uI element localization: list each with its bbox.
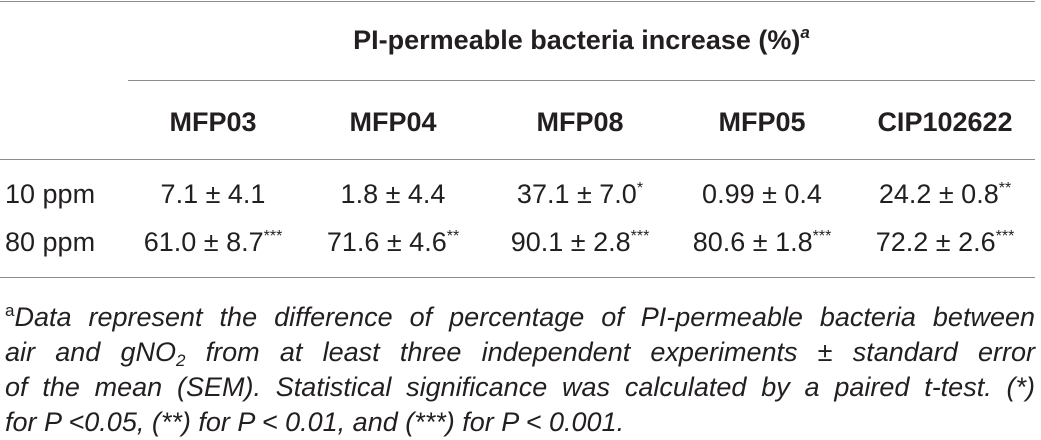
table-cell: 37.1 ± 7.0* xyxy=(516,179,644,209)
column-header-cip102622: CIP102622 xyxy=(877,107,1013,137)
table-cell: 0.99 ± 0.4 xyxy=(702,179,822,209)
table-cell: 7.1 ± 4.1 xyxy=(160,179,266,209)
column-header-mfp04: MFP04 xyxy=(349,107,437,137)
table-cell: 90.1 ± 2.8*** xyxy=(510,227,650,257)
row-label-80ppm: 80 ppm xyxy=(5,227,96,257)
table-bottom-rule xyxy=(0,277,1035,278)
spanning-column-header: PI-permeable bacteria increase (%)a xyxy=(353,23,810,55)
footnote-line: for P <0.05, (**) for P < 0.01, and (***… xyxy=(5,407,625,437)
footnote-line: of the mean (SEM). Statistical significa… xyxy=(5,372,1035,402)
footnote-line: air and gNO2 from at least three indepen… xyxy=(5,337,1035,370)
table-cell: 61.0 ± 8.7*** xyxy=(143,227,283,257)
table-footnote: aData represent the difference of percen… xyxy=(5,300,1035,440)
footnote-line: aData represent the difference of percen… xyxy=(5,301,1035,332)
column-header-mfp03: MFP03 xyxy=(169,107,257,137)
header-bottom-rule xyxy=(0,159,1035,160)
table-cell: 71.6 ± 4.6** xyxy=(326,227,460,257)
table-cell: 1.8 ± 4.4 xyxy=(340,179,446,209)
column-header-mfp05: MFP05 xyxy=(718,107,806,137)
spanning-header-rule xyxy=(128,80,1035,81)
footnote-marker: a xyxy=(800,23,810,42)
footnote-marker: a xyxy=(5,301,15,320)
row-label-10ppm: 10 ppm xyxy=(5,179,96,209)
table-cell: 72.2 ± 2.6*** xyxy=(875,227,1015,257)
column-header-mfp08: MFP08 xyxy=(536,107,624,137)
table-cell: 24.2 ± 0.8** xyxy=(878,179,1012,209)
table-cell: 80.6 ± 1.8*** xyxy=(692,227,832,257)
table-top-rule xyxy=(0,1,1035,2)
